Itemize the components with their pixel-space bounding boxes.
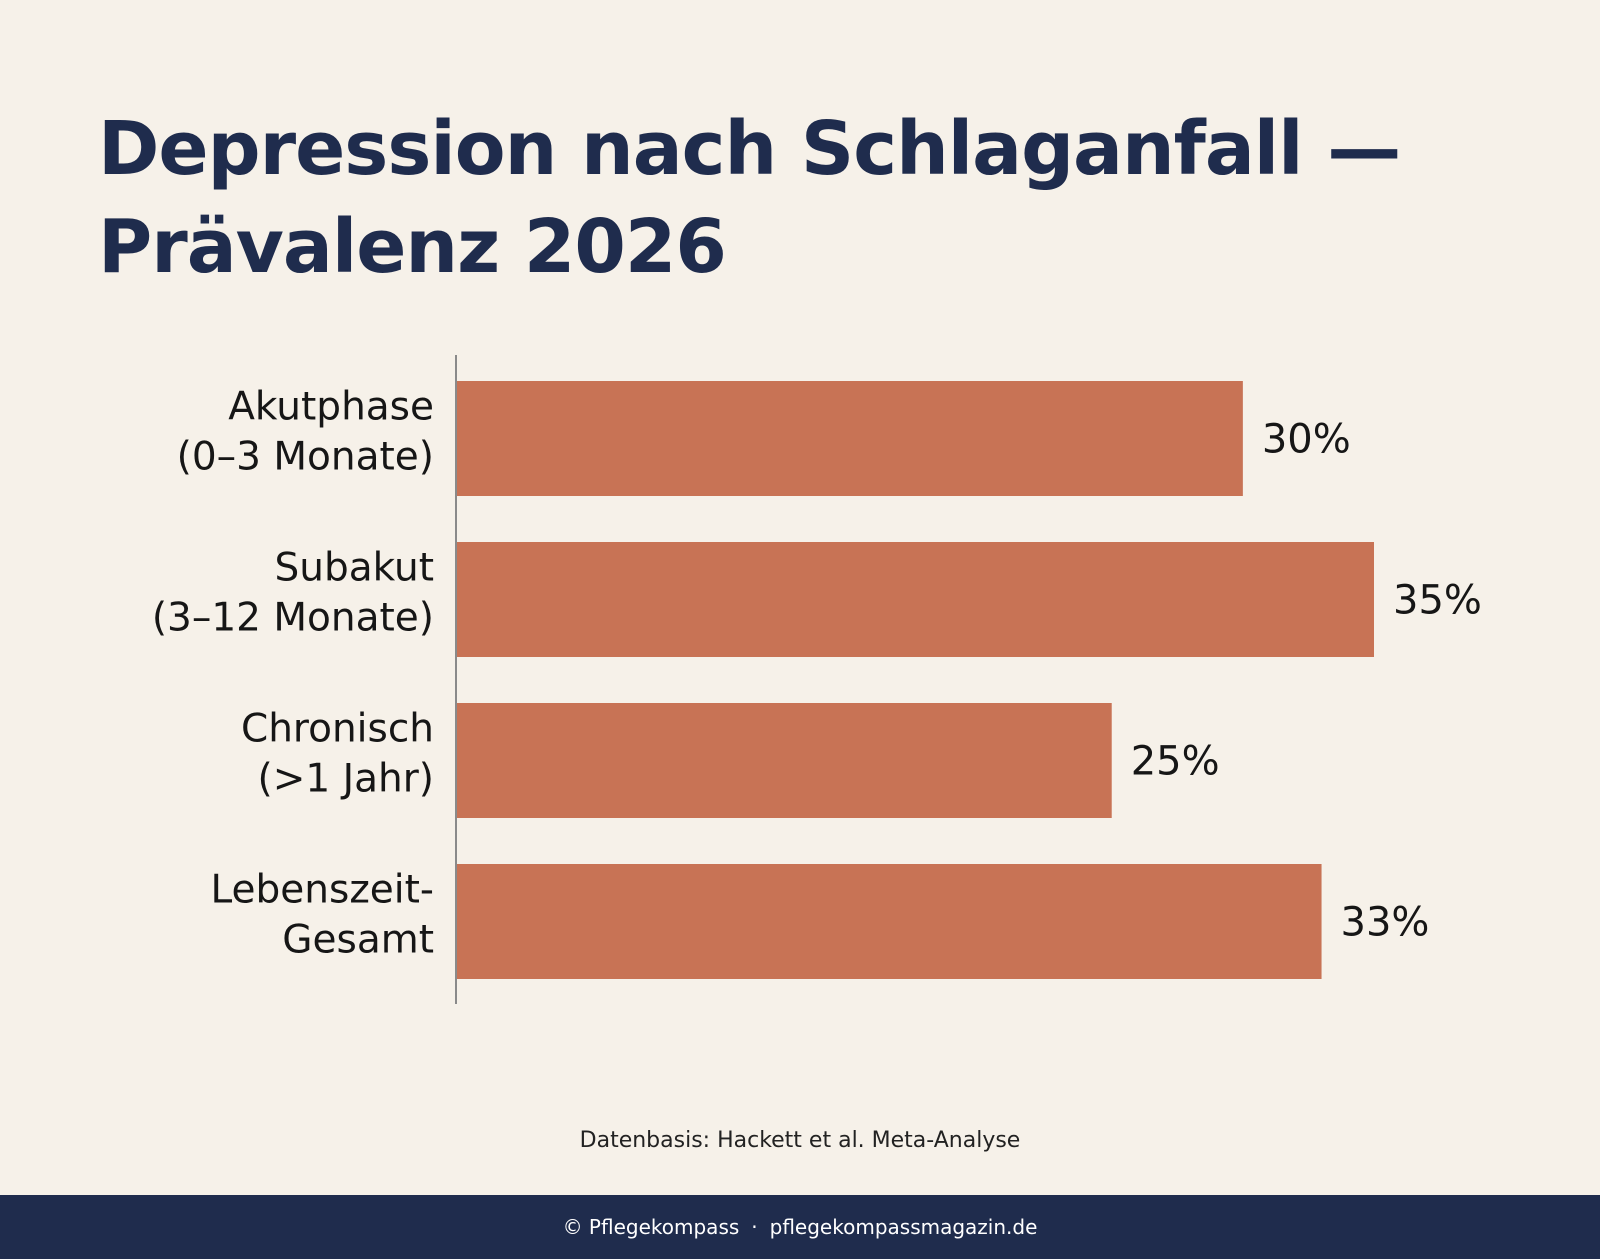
chart-title-line-1: Depression nach Schlaganfall — bbox=[98, 106, 1401, 192]
bar-1 bbox=[456, 542, 1374, 657]
value-label-3: 33% bbox=[1341, 900, 1430, 946]
category-label-0-line-0: Akutphase bbox=[228, 385, 434, 430]
category-label-3-line-1: Gesamt bbox=[282, 918, 434, 963]
value-label-0: 30% bbox=[1262, 417, 1351, 463]
bar-2 bbox=[456, 703, 1112, 818]
chart-title-line-2: Prävalenz 2026 bbox=[98, 204, 727, 290]
category-label-1-line-0: Subakut bbox=[274, 546, 434, 591]
source-note: Datenbasis: Hackett et al. Meta-Analyse bbox=[579, 1128, 1021, 1153]
category-label-3-line-0: Lebenszeit- bbox=[211, 868, 435, 913]
chart-title: Depression nach Schlaganfall — Prävalenz… bbox=[98, 100, 1498, 296]
category-label-2-line-1: (>1 Jahr) bbox=[258, 757, 434, 802]
footer-copyright: © Pflegekompass bbox=[562, 1215, 740, 1239]
footer-website-link[interactable]: pflegekompassmagazin.de bbox=[769, 1215, 1038, 1239]
bar-3 bbox=[456, 864, 1322, 979]
footer-separator: · bbox=[751, 1215, 758, 1239]
value-label-1: 35% bbox=[1393, 578, 1482, 624]
category-label-1-line-1: (3–12 Monate) bbox=[152, 596, 434, 641]
value-label-2: 25% bbox=[1131, 739, 1220, 785]
bar-0 bbox=[456, 381, 1243, 496]
footer-bar: © Pflegekompass · pflegekompassmagazin.d… bbox=[0, 1195, 1600, 1259]
category-label-2-line-0: Chronisch bbox=[241, 707, 434, 752]
category-label-0-line-1: (0–3 Monate) bbox=[177, 435, 434, 480]
